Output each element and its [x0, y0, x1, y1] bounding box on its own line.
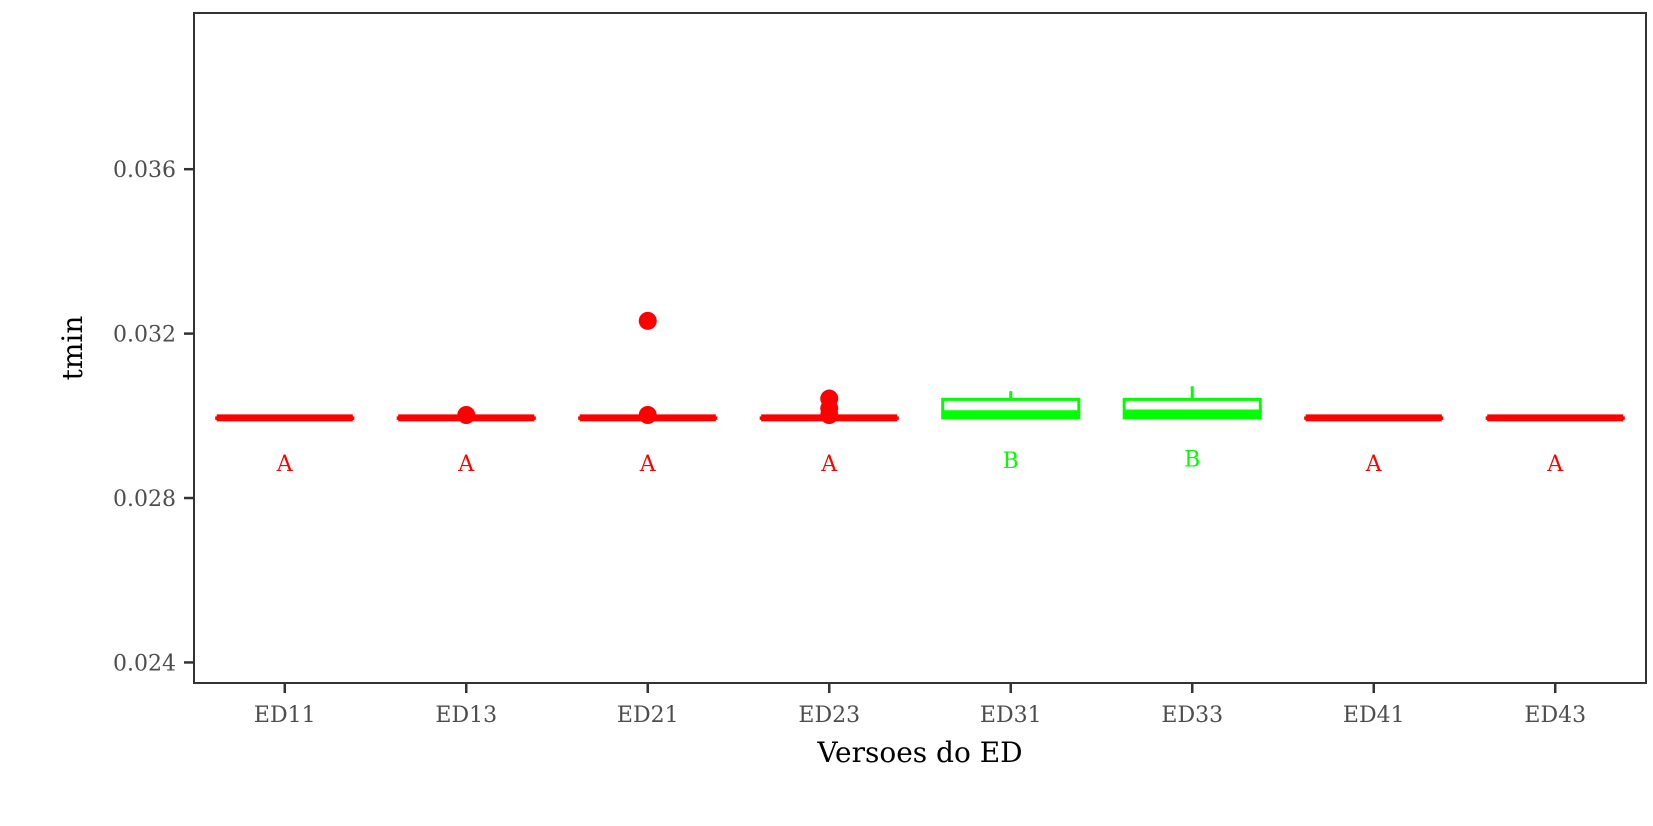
group-letter: A [276, 452, 294, 477]
x-tick-label: ED21 [617, 703, 679, 728]
box-group-ed23: A [759, 389, 899, 477]
box-group-ed43: A [1485, 414, 1625, 477]
y-axis: 0.024 0.028 0.032 0.036 [113, 158, 194, 676]
y-tick-label: 0.028 [113, 487, 176, 512]
box-group-ed13: A [396, 406, 536, 477]
group-letter: A [820, 452, 838, 477]
x-tick-label: ED11 [254, 703, 316, 728]
plot-panel-border [193, 12, 1647, 684]
group-letter: A [1546, 452, 1564, 477]
group-letter: B [1184, 448, 1200, 473]
group-letter: A [1365, 452, 1383, 477]
box-group-ed31: B [941, 391, 1081, 474]
x-tick-label: ED13 [435, 703, 497, 728]
x-tick-label: ED23 [798, 703, 860, 728]
group-letter: A [457, 452, 475, 477]
box-group-ed21: A [578, 311, 718, 477]
group-letter: B [1003, 449, 1019, 474]
outlier-point [457, 406, 476, 424]
outlier-point [638, 406, 657, 424]
x-axis: ED11 ED13 ED21 ED23 ED31 ED33 ED41 ED43 [254, 683, 1586, 728]
y-tick-label: 0.032 [113, 323, 176, 348]
box-group-ed41: A [1304, 414, 1444, 477]
y-tick-label: 0.036 [113, 158, 176, 183]
group-letter: A [639, 452, 657, 477]
box-group-ed33: B [1122, 386, 1262, 473]
box-group-ed11: A [215, 414, 355, 477]
y-tick-label: 0.024 [113, 651, 176, 676]
x-tick-label: ED31 [980, 703, 1042, 728]
y-axis-title: tmin [56, 316, 89, 381]
x-tick-label: ED43 [1524, 703, 1586, 728]
x-tick-label: ED33 [1161, 703, 1223, 728]
x-tick-label: ED41 [1343, 703, 1405, 728]
outlier-point [638, 311, 657, 330]
outlier-point [820, 389, 839, 408]
x-axis-title: Versoes do ED [816, 736, 1022, 769]
